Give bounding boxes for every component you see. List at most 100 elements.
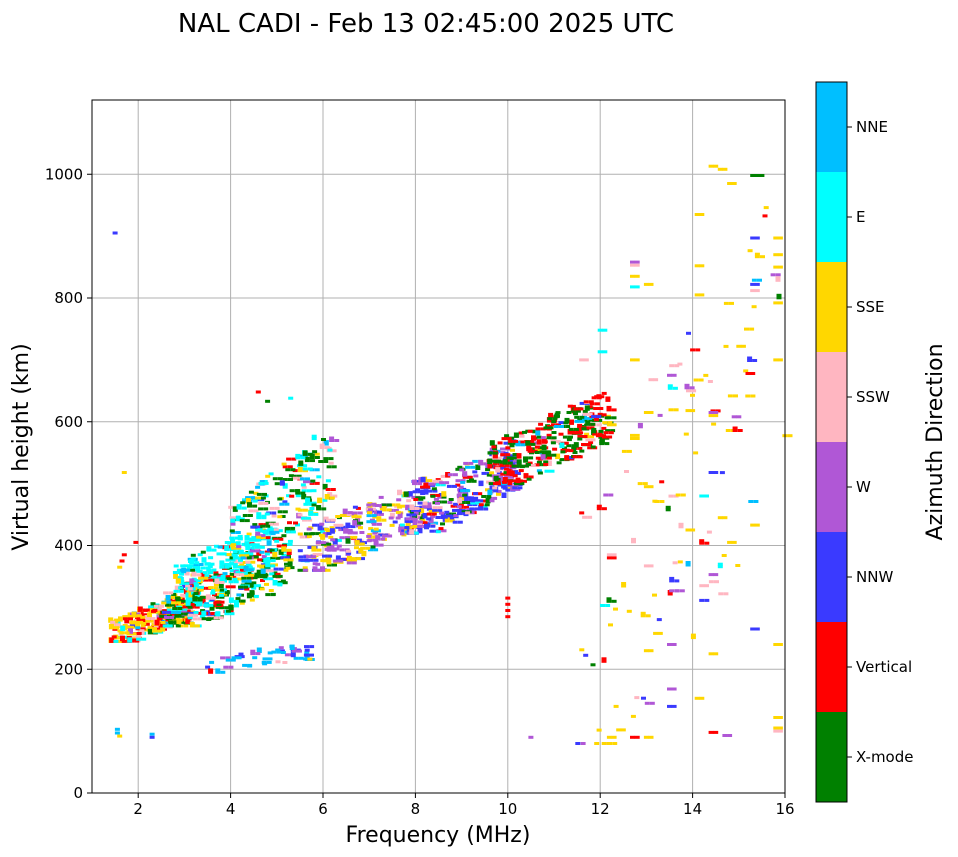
data-point bbox=[467, 475, 473, 479]
data-point bbox=[176, 601, 182, 605]
data-point bbox=[287, 542, 293, 546]
data-point bbox=[548, 415, 554, 419]
data-point bbox=[673, 408, 679, 412]
data-point bbox=[201, 559, 207, 563]
data-point bbox=[219, 581, 225, 584]
data-point bbox=[536, 460, 542, 464]
data-point bbox=[596, 423, 602, 427]
data-point bbox=[345, 549, 351, 553]
data-point bbox=[458, 485, 464, 489]
data-point bbox=[297, 568, 303, 572]
data-point bbox=[229, 529, 235, 533]
data-point bbox=[648, 378, 654, 382]
data-point bbox=[558, 432, 564, 436]
data-point bbox=[237, 565, 243, 569]
data-point bbox=[218, 585, 224, 589]
data-point bbox=[656, 618, 662, 622]
data-point bbox=[373, 510, 379, 514]
x-axis-ticks: 2 4 6 8 10 12 14 16 bbox=[133, 793, 795, 818]
data-point bbox=[317, 553, 323, 556]
data-point bbox=[211, 548, 217, 552]
data-point bbox=[535, 443, 541, 447]
data-point bbox=[579, 648, 585, 652]
data-point bbox=[511, 456, 517, 460]
data-point bbox=[419, 514, 425, 518]
data-point bbox=[371, 520, 377, 524]
data-point bbox=[267, 657, 273, 661]
data-point bbox=[708, 471, 714, 474]
data-point bbox=[760, 255, 765, 259]
data-point bbox=[591, 430, 597, 434]
data-point bbox=[127, 639, 133, 643]
data-point bbox=[157, 629, 163, 633]
data-point bbox=[407, 491, 413, 495]
data-point bbox=[551, 436, 557, 440]
data-point bbox=[324, 494, 330, 497]
data-point bbox=[315, 532, 321, 536]
data-point bbox=[593, 407, 599, 410]
data-point bbox=[634, 285, 640, 289]
data-point bbox=[167, 624, 173, 628]
data-point bbox=[433, 521, 439, 525]
data-point bbox=[440, 483, 446, 487]
data-point bbox=[248, 584, 254, 588]
data-point bbox=[777, 253, 783, 257]
data-point bbox=[532, 430, 538, 434]
data-point bbox=[238, 558, 243, 562]
data-point bbox=[289, 494, 295, 498]
data-point bbox=[492, 486, 498, 490]
data-point bbox=[160, 624, 166, 628]
data-point bbox=[745, 372, 751, 375]
data-point bbox=[113, 639, 119, 643]
data-point bbox=[319, 446, 325, 450]
data-point bbox=[296, 474, 302, 478]
data-point bbox=[219, 606, 225, 610]
data-point bbox=[200, 595, 206, 599]
data-point bbox=[463, 498, 469, 502]
data-point bbox=[750, 523, 756, 527]
data-point bbox=[239, 517, 245, 521]
data-point bbox=[599, 395, 605, 399]
data-point bbox=[381, 503, 387, 507]
data-point bbox=[203, 603, 209, 607]
data-point bbox=[245, 547, 251, 550]
data-point bbox=[172, 607, 178, 610]
data-point bbox=[777, 726, 783, 730]
data-point bbox=[589, 435, 595, 439]
data-point bbox=[179, 582, 185, 586]
data-point bbox=[295, 494, 301, 498]
data-point bbox=[310, 459, 315, 463]
data-point bbox=[243, 568, 249, 572]
data-point bbox=[124, 631, 130, 635]
data-point bbox=[473, 499, 479, 503]
data-point bbox=[444, 519, 450, 523]
data-point bbox=[215, 668, 221, 672]
data-point bbox=[397, 489, 402, 493]
data-point bbox=[602, 350, 608, 354]
data-point bbox=[530, 464, 536, 467]
data-point bbox=[136, 634, 142, 638]
data-point bbox=[229, 556, 235, 560]
data-point bbox=[293, 476, 298, 480]
data-point bbox=[314, 481, 320, 485]
data-point bbox=[351, 561, 357, 565]
data-point bbox=[690, 528, 696, 532]
data-point bbox=[232, 565, 238, 569]
data-point bbox=[699, 293, 705, 297]
data-point bbox=[213, 616, 219, 620]
data-point bbox=[671, 704, 677, 708]
data-point bbox=[603, 431, 609, 435]
data-point bbox=[341, 557, 346, 561]
data-point bbox=[571, 446, 577, 450]
data-point bbox=[540, 436, 546, 440]
data-point bbox=[472, 459, 478, 463]
data-point bbox=[276, 544, 282, 548]
data-point bbox=[267, 527, 273, 531]
data-point bbox=[230, 658, 236, 662]
data-point bbox=[275, 556, 281, 560]
data-point bbox=[219, 562, 225, 566]
data-point bbox=[346, 558, 352, 562]
data-point bbox=[175, 624, 181, 628]
data-point bbox=[196, 573, 202, 577]
data-point bbox=[238, 549, 244, 553]
